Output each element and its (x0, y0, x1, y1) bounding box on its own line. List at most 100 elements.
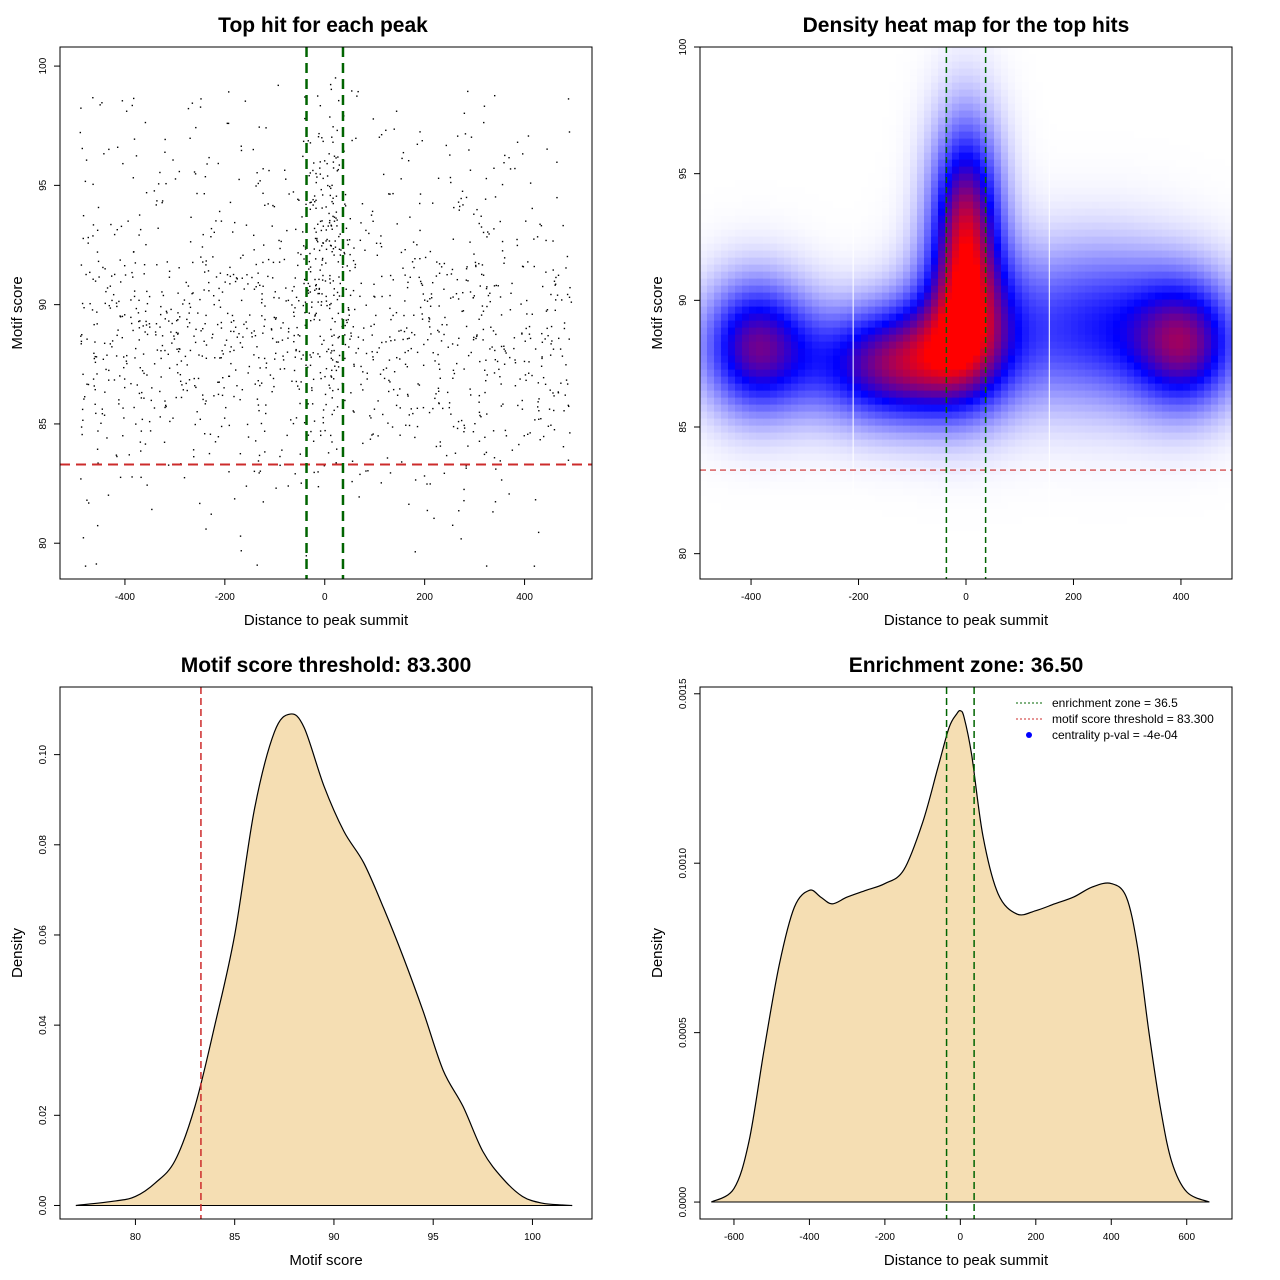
data-point (80, 335, 82, 337)
heatmap-cell (959, 264, 967, 272)
heatmap-cell (1141, 313, 1149, 321)
heatmap-cell (1218, 383, 1226, 391)
data-point (476, 334, 478, 336)
heatmap-cell (1225, 397, 1232, 405)
heatmap-cell (938, 509, 946, 517)
heatmap-cell (1218, 558, 1226, 566)
data-point (117, 329, 119, 331)
heatmap-cell (826, 285, 834, 293)
data-point (427, 339, 429, 341)
data-point (331, 344, 334, 346)
heatmap-cell (756, 425, 764, 433)
data-point (184, 355, 187, 358)
data-point (437, 387, 440, 389)
heatmap-cell (1092, 467, 1100, 475)
heatmap-cell (1197, 362, 1205, 370)
data-point (570, 301, 573, 303)
heatmap-cell (1197, 355, 1205, 363)
heatmap-cell (728, 432, 736, 440)
heatmap-cell (1043, 390, 1051, 398)
data-point (295, 348, 297, 351)
heatmap-cell (966, 495, 974, 503)
data-point (131, 104, 133, 107)
data-point (219, 272, 222, 274)
heatmap-cell (1064, 404, 1072, 412)
heatmap-cell (1043, 460, 1051, 468)
heatmap-cell (1162, 481, 1170, 489)
heatmap-cell (889, 495, 897, 503)
heatmap-cell (1001, 278, 1009, 286)
data-point (362, 389, 364, 391)
heatmap-cell (819, 369, 827, 377)
heatmap-cell (1148, 271, 1156, 279)
data-point (209, 433, 212, 435)
heatmap-cell (952, 530, 960, 538)
data-point (411, 331, 413, 334)
heatmap-cell (1218, 264, 1226, 272)
data-point (478, 394, 481, 397)
data-point (230, 321, 233, 323)
heatmap-cell (1176, 474, 1184, 482)
data-point (556, 161, 558, 163)
heatmap-cell (1225, 558, 1232, 566)
heatmap-cell (735, 376, 743, 384)
heatmap-cell (917, 446, 925, 454)
data-point (487, 231, 489, 233)
heatmap-cell (1085, 467, 1093, 475)
heatmap-cell (1197, 278, 1205, 286)
data-point (303, 282, 305, 285)
data-point (85, 273, 87, 276)
data-point (198, 354, 200, 356)
heatmap-cell (770, 285, 778, 293)
data-point (313, 471, 315, 474)
heatmap-cell (847, 439, 855, 447)
data-point (138, 214, 141, 216)
data-point (438, 272, 441, 274)
heatmap-cell (1141, 418, 1149, 426)
heatmap-cell (1176, 551, 1184, 559)
data-point (316, 95, 319, 97)
heatmap-cell (980, 495, 988, 503)
data-point (113, 379, 116, 381)
heatmap-cell (721, 558, 729, 566)
data-point (263, 244, 265, 246)
heatmap-cell (742, 306, 750, 314)
data-point (314, 278, 316, 281)
heatmap-cell (1169, 509, 1177, 517)
data-point (350, 392, 352, 394)
heatmap-cell (1183, 320, 1191, 328)
heatmap-cell (1211, 369, 1219, 377)
data-point (164, 404, 167, 407)
heatmap-cell (931, 537, 939, 545)
data-point (161, 344, 164, 347)
data-point (92, 97, 94, 99)
heatmap-cell (1036, 334, 1044, 342)
heatmap-cell (889, 530, 897, 538)
heatmap-cell (917, 292, 925, 300)
heatmap-cell (1064, 411, 1072, 419)
data-point (335, 361, 338, 363)
heatmap-cell (742, 460, 750, 468)
heatmap-cell (896, 446, 904, 454)
heatmap-cell (777, 516, 785, 524)
data-point (156, 200, 158, 202)
heatmap-cell (1190, 418, 1198, 426)
data-point (497, 285, 499, 287)
data-point (97, 260, 100, 263)
data-point (81, 433, 83, 436)
heatmap-cell (777, 572, 785, 579)
heatmap-cell (833, 404, 841, 412)
data-point (480, 416, 482, 418)
heatmap-cell (700, 341, 708, 349)
heatmap-cell (1176, 446, 1184, 454)
data-point (280, 327, 282, 329)
heatmap-cell (1001, 558, 1009, 566)
data-point (150, 399, 153, 402)
heatmap-cell (826, 264, 834, 272)
data-point (208, 290, 210, 292)
heatmap-cell (987, 411, 995, 419)
data-point (569, 432, 571, 434)
heatmap-cell (882, 467, 890, 475)
heatmap-cell (1225, 544, 1232, 552)
data-point (170, 308, 172, 311)
